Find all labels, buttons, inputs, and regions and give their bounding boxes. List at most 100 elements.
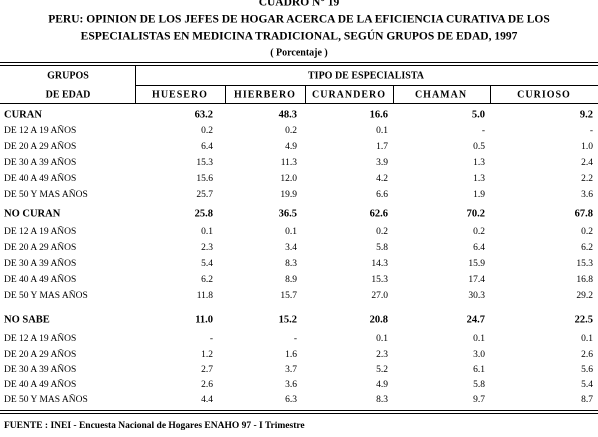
- cell: 3.4: [285, 243, 297, 253]
- row-label: DE 30 A 39 AÑOS: [4, 363, 76, 375]
- cell: 11.0: [195, 314, 213, 325]
- cell: 15.2: [279, 314, 297, 325]
- cell: 4.9: [376, 380, 388, 390]
- cell: 0.1: [581, 334, 593, 344]
- cell: 4.2: [376, 174, 388, 184]
- cell: 0.1: [376, 126, 388, 136]
- cell: 1.3: [473, 174, 485, 184]
- cell: 3.7: [285, 365, 297, 375]
- row-label: DE 20 A 29 AÑOS: [4, 348, 76, 360]
- cell: 36.5: [279, 208, 297, 219]
- section-label: NO CURAN: [4, 208, 61, 219]
- cell: 5.8: [473, 380, 485, 390]
- cell: 11.3: [281, 158, 298, 168]
- cell: 63.2: [195, 109, 213, 120]
- cell: 2.2: [581, 174, 593, 184]
- cell: 20.8: [370, 314, 388, 325]
- cell: 0.1: [201, 227, 213, 237]
- cell: 0.2: [285, 126, 297, 136]
- cell: 12.0: [280, 174, 297, 184]
- section-label: NO SABE: [4, 314, 50, 325]
- cell: 3.0: [473, 350, 485, 360]
- span-header: TIPO DE ESPECIALISTA: [308, 70, 425, 81]
- cell: 62.6: [370, 208, 388, 219]
- cell: 3.6: [581, 190, 593, 200]
- cell: 6.2: [201, 275, 213, 285]
- cell: 8.3: [285, 259, 297, 269]
- row-label: DE 12 A 19 AÑOS: [4, 124, 76, 136]
- cell: 0.2: [581, 227, 593, 237]
- cell: 16.6: [370, 109, 388, 120]
- cell: 5.0: [472, 109, 485, 120]
- cell: 67.8: [575, 208, 593, 219]
- cell: -: [590, 126, 593, 136]
- cell: -: [210, 334, 213, 344]
- cell: 6.4: [473, 243, 485, 253]
- cell: 15.7: [280, 291, 297, 301]
- cell: 0.1: [473, 334, 485, 344]
- cell: 4.9: [285, 142, 297, 152]
- row-label: DE 50 Y MAS AÑOS: [4, 188, 88, 200]
- cell: 8.7: [581, 395, 593, 405]
- cell: -: [482, 126, 485, 136]
- cell: 5.2: [376, 365, 388, 375]
- cell: 2.6: [581, 350, 593, 360]
- cell: 8.3: [376, 395, 388, 405]
- cell: 17.4: [468, 275, 485, 285]
- cell: 0.2: [201, 126, 213, 136]
- cell: 4.4: [201, 395, 213, 405]
- caption: CUADRO N° 19: [259, 0, 340, 9]
- cell: 24.7: [467, 314, 485, 325]
- row-label: DE 12 A 19 AÑOS: [4, 225, 76, 237]
- cell: 15.3: [196, 158, 213, 168]
- column-header: HUESERO: [152, 89, 208, 100]
- cell: 29.2: [576, 291, 593, 301]
- cell: 15.3: [371, 275, 388, 285]
- cell: 1.3: [473, 158, 485, 168]
- cell: 0.5: [473, 142, 485, 152]
- cell: 0.1: [285, 227, 297, 237]
- subtitle: ( Porcentaje ): [270, 47, 328, 58]
- cell: 16.8: [576, 275, 593, 285]
- row-label: DE 30 A 39 AÑOS: [4, 156, 76, 168]
- row-label: DE 20 A 29 AÑOS: [4, 241, 76, 253]
- cell: 6.6: [376, 190, 388, 200]
- title: PERU: OPINION DE LOS JEFES DE HOGAR ACER…: [48, 14, 550, 26]
- row-label: DE 40 A 49 AÑOS: [4, 378, 76, 390]
- row-label: DE 40 A 49 AÑOS: [4, 273, 76, 285]
- cell: 30.3: [468, 291, 485, 301]
- cell: 2.3: [376, 350, 388, 360]
- cell: 0.2: [473, 227, 485, 237]
- cell: 27.0: [371, 291, 388, 301]
- row-label: DE 30 A 39 AÑOS: [4, 257, 76, 269]
- cell: 70.2: [467, 208, 485, 219]
- cell: 6.4: [201, 142, 213, 152]
- cell: 9.7: [473, 395, 485, 405]
- cell: 1.7: [376, 142, 388, 152]
- cell: 1.6: [285, 350, 297, 360]
- cell: 1.0: [581, 142, 593, 152]
- footnote: FUENTE : INEI - Encuesta Nacional de Hog…: [4, 421, 305, 431]
- cell: 3.9: [376, 158, 388, 168]
- cell: 2.7: [201, 365, 213, 375]
- cell: 5.8: [376, 243, 388, 253]
- row-label: DE 50 Y MAS AÑOS: [4, 393, 88, 405]
- row-label: DE 20 A 29 AÑOS: [4, 140, 76, 152]
- cell: 19.9: [280, 190, 297, 200]
- cell: 8.9: [285, 275, 297, 285]
- cell: -: [294, 334, 297, 344]
- cell: 1.2: [201, 350, 213, 360]
- cell: 11.8: [197, 291, 214, 301]
- cell: 6.3: [285, 395, 297, 405]
- cell: 25.8: [195, 208, 213, 219]
- group-header: GRUPOS: [47, 70, 89, 81]
- cell: 15.6: [196, 174, 213, 184]
- cell: 48.3: [279, 109, 297, 120]
- column-header: CURANDERO: [312, 89, 386, 100]
- title: ESPECIALISTAS EN MEDICINA TRADICIONAL, S…: [81, 29, 518, 43]
- column-header: CURIOSO: [517, 89, 571, 100]
- cell: 25.7: [196, 190, 213, 200]
- cell: 2.3: [201, 243, 213, 253]
- cell: 14.3: [371, 259, 388, 269]
